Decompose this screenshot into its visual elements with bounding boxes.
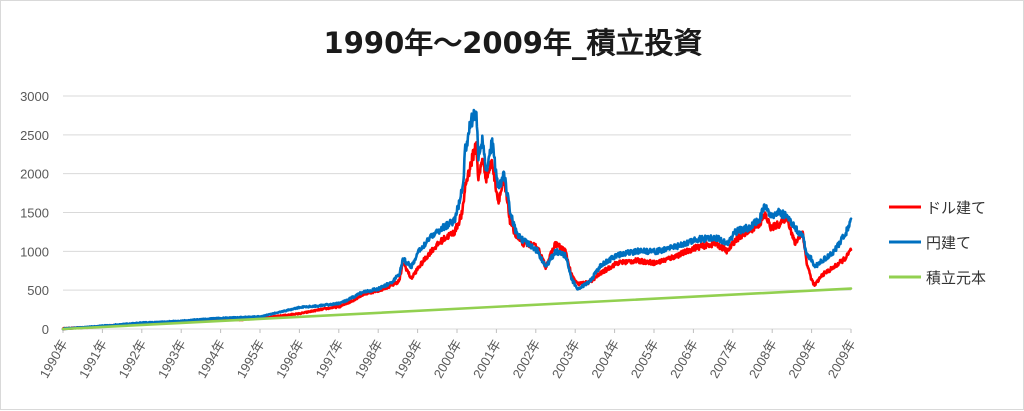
legend-label: ドル建て <box>926 199 986 217</box>
y-tick-label: 1500 <box>20 206 49 221</box>
x-tick-label: 1996年 <box>273 337 307 381</box>
x-tick-label: 2001年 <box>470 337 504 381</box>
x-tick-label: 2005年 <box>628 337 662 381</box>
legend-label: 円建て <box>926 234 971 252</box>
series-line-3 <box>61 287 853 331</box>
x-tick-label: 2007年 <box>706 337 740 381</box>
y-axis-ticks: 0 500 1000 1500 2000 2500 3000 <box>20 89 49 337</box>
x-tick-label: 2009年 <box>785 337 819 381</box>
x-tick-label: 1995年 <box>234 337 268 381</box>
x-tick-label: 2003年 <box>549 337 583 381</box>
x-tick-label: 2002年 <box>509 337 543 381</box>
x-tick-label: 1997年 <box>312 337 346 381</box>
x-tick-label: 1999年 <box>391 337 425 381</box>
x-tick-label: 2000年 <box>431 337 465 381</box>
x-tick-label: 2006年 <box>667 337 701 381</box>
series-line-2 <box>61 108 853 331</box>
x-tick-label: 2004年 <box>588 337 622 381</box>
x-tick-label: 1991年 <box>76 337 110 381</box>
legend-label: 積立元本 <box>926 269 986 287</box>
x-tick-label: 1990年 <box>37 337 71 381</box>
y-tick-label: 2000 <box>20 167 49 182</box>
y-tick-label: 0 <box>42 322 49 337</box>
y-tick-label: 2500 <box>20 128 49 143</box>
x-tick-label: 1992年 <box>115 337 149 381</box>
y-tick-label: 500 <box>27 283 49 298</box>
x-tick-label: 2009年 <box>825 337 859 381</box>
x-tick-label: 1998年 <box>352 337 386 381</box>
series-lines <box>61 108 853 331</box>
y-tick-label: 1000 <box>20 244 49 259</box>
x-tick-label: 2008年 <box>746 337 780 381</box>
x-axis-ticks: 1990年 1991年 1992年 1993年 1994年 1995年 1996年 1997年… <box>37 329 859 381</box>
x-tick-label: 1994年 <box>194 337 228 381</box>
y-tick-label: 3000 <box>20 89 49 104</box>
gridlines <box>63 95 851 330</box>
x-tick-label: 1993年 <box>155 337 189 381</box>
chart-title: 1990年～2009年_積立投資 <box>324 26 703 60</box>
